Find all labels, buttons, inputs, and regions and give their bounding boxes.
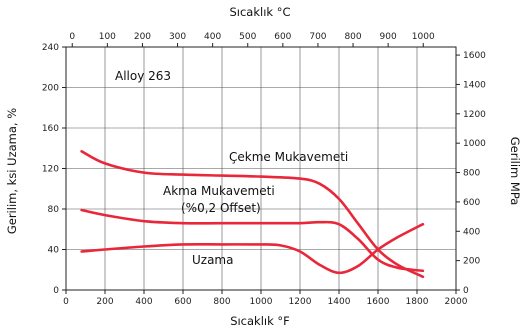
top-tick-label: 100 — [99, 32, 116, 42]
left-tick-label: 120 — [42, 165, 59, 175]
annotation-alloy: Alloy 263 — [115, 69, 171, 83]
left-tick-label: 200 — [42, 84, 59, 94]
series-line-yield — [80, 208, 425, 273]
left-axis-title: Gerilim, ksi Uzama, % — [5, 108, 19, 234]
left-tick-label: 80 — [48, 205, 60, 215]
bottom-tick-label: 200 — [96, 297, 113, 307]
bottom-tick-label: 400 — [135, 297, 152, 307]
bottom-axis-title: Sıcaklık °F — [230, 314, 290, 328]
top-axis-title: Sıcaklık °C — [229, 5, 290, 19]
right-tick-label: 600 — [463, 198, 480, 208]
top-tick-label: 800 — [344, 32, 361, 42]
bottom-tick-label: 800 — [213, 297, 230, 307]
top-tick-label: 1000 — [412, 32, 435, 42]
annotation-yield-line2: (%0,2 Offset) — [181, 201, 261, 215]
annotation-tensile: Çekme Mukavemeti — [229, 150, 348, 164]
top-tick-label: 700 — [309, 32, 326, 42]
annotation-yield-line1: Akma Mukavemeti — [163, 184, 275, 198]
annotation-elongation: Uzama — [192, 253, 233, 267]
right-tick-label: 0 — [463, 286, 469, 296]
bottom-tick-label: 1400 — [328, 297, 351, 307]
series-line-elongation — [80, 222, 425, 275]
top-tick-label: 0 — [69, 32, 75, 42]
top-tick-label: 900 — [380, 32, 397, 42]
top-tick-label: 200 — [134, 32, 151, 42]
bottom-tick-label: 1800 — [406, 297, 429, 307]
grid-layer — [66, 47, 456, 290]
top-tick-label: 300 — [169, 32, 186, 42]
bottom-tick-label: 1200 — [289, 297, 312, 307]
bottom-tick-label: 0 — [63, 297, 69, 307]
bottom-tick-label: 1000 — [250, 297, 273, 307]
right-tick-label: 1400 — [463, 80, 486, 90]
left-tick-label: 160 — [42, 124, 59, 134]
top-tick-label: 600 — [274, 32, 291, 42]
ticks-layer: 0 200 400 600 800 1000 1200 1400 1600 1800 2000040… — [42, 32, 486, 307]
top-tick-label: 400 — [204, 32, 221, 42]
bottom-tick-label: 1600 — [367, 297, 390, 307]
top-tick-label: 500 — [239, 32, 256, 42]
left-tick-label: 0 — [53, 286, 59, 296]
right-tick-label: 400 — [463, 227, 480, 237]
bottom-tick-label: 2000 — [445, 297, 468, 307]
right-axis-title: Gerilim MPa — [508, 137, 521, 206]
right-tick-label: 200 — [463, 257, 480, 267]
series-layer — [80, 150, 425, 279]
right-tick-label: 1200 — [463, 110, 486, 120]
right-tick-label: 1000 — [463, 139, 486, 149]
right-tick-label: 800 — [463, 169, 480, 179]
bottom-tick-label: 600 — [174, 297, 191, 307]
right-tick-label: 1600 — [463, 51, 486, 61]
left-tick-label: 40 — [48, 246, 60, 256]
left-tick-label: 240 — [42, 43, 59, 53]
